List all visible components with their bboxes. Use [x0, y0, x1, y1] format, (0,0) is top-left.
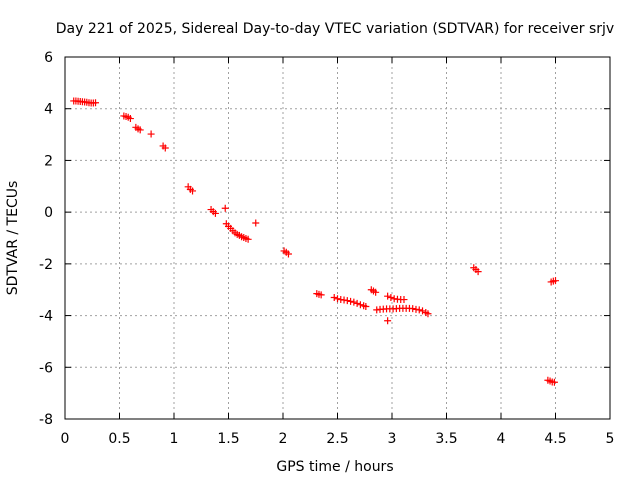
data-point	[317, 291, 325, 299]
data-point	[343, 297, 351, 305]
data-point	[211, 209, 219, 217]
plot-border	[64, 56, 611, 420]
x-tick-label: 2.5	[326, 431, 348, 447]
data-point	[136, 126, 144, 134]
x-tick-label: 3	[388, 431, 397, 447]
x-tick-label: 2	[279, 431, 288, 447]
y-tick-label: -8	[39, 412, 53, 428]
data-point	[334, 295, 341, 303]
x-tick-label: 0	[61, 431, 70, 447]
data-point	[126, 115, 134, 123]
data-point	[353, 299, 361, 307]
data-point	[409, 305, 417, 313]
data-point	[347, 297, 355, 305]
y-axis-label: SDTVAR / TECUs	[5, 181, 21, 296]
x-tick-label: 1.5	[217, 431, 239, 447]
y-tick-label: 4	[44, 102, 53, 118]
y-axis: -8 -6 -4 -2 0 2 4 6	[39, 50, 610, 428]
data-point	[147, 130, 155, 138]
data-point	[387, 293, 395, 301]
y-tick-label: 0	[44, 205, 53, 221]
data-point	[92, 99, 100, 107]
x-tick-label: 4	[497, 431, 506, 447]
data-point	[356, 301, 364, 309]
y-tick-label: 2	[44, 153, 53, 169]
data-point	[415, 306, 423, 314]
data-point	[424, 310, 432, 318]
grid	[65, 57, 610, 419]
data-point	[350, 298, 358, 306]
y-tick-label: -2	[39, 257, 53, 273]
x-tick-label: 5	[606, 431, 615, 447]
data-point	[400, 296, 408, 304]
data-point	[284, 250, 292, 258]
data-point	[362, 303, 370, 311]
x-tick-label: 0.5	[108, 431, 130, 447]
data-point	[384, 317, 392, 325]
x-tick-label: 1	[170, 431, 179, 447]
data-point	[244, 235, 252, 243]
x-axis-label: GPS time / hours	[276, 459, 393, 475]
chart-title: Day 221 of 2025, Sidereal Day-to-day VTE…	[56, 21, 614, 37]
data-point	[419, 307, 427, 315]
data-point	[384, 292, 392, 300]
data-point	[330, 293, 338, 301]
data-points	[70, 97, 559, 386]
data-point	[372, 288, 380, 296]
data-point	[189, 187, 197, 195]
y-tick-label: -4	[39, 309, 53, 325]
data-point	[161, 144, 169, 152]
y-tick-label: 6	[44, 50, 53, 66]
data-point	[474, 268, 482, 276]
y-tick-label: -6	[39, 360, 53, 376]
x-tick-label: 4.5	[544, 431, 566, 447]
data-point	[550, 378, 558, 386]
x-tick-label: 3.5	[435, 431, 457, 447]
data-point	[252, 219, 260, 227]
data-point	[552, 277, 559, 285]
data-point	[221, 204, 229, 212]
